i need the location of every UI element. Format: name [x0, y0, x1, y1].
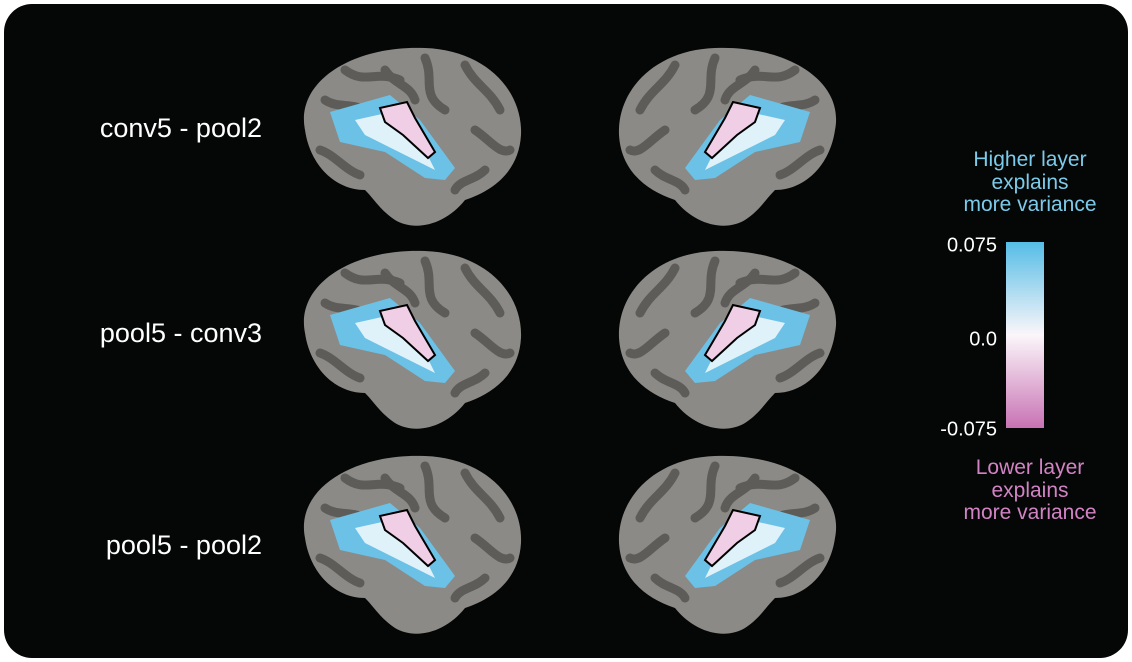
- legend-text: Lower layer: [976, 456, 1085, 479]
- legend-text: more variance: [963, 501, 1096, 524]
- colorbar-tick: 0.075: [947, 234, 997, 256]
- row-label: conv5 - pool2: [100, 113, 262, 143]
- colorbar: [1006, 242, 1044, 428]
- colorbar-tick: 0.0: [969, 328, 997, 350]
- row-label: pool5 - conv3: [100, 318, 262, 348]
- legend-text: more variance: [963, 193, 1096, 216]
- legend-text: Higher layer: [973, 148, 1086, 171]
- legend-text: explains: [991, 171, 1068, 194]
- legend-text: explains: [991, 479, 1068, 502]
- row-label: pool5 - pool2: [106, 530, 262, 560]
- panel-background: [4, 4, 1128, 658]
- colorbar-tick: -0.075: [940, 418, 997, 440]
